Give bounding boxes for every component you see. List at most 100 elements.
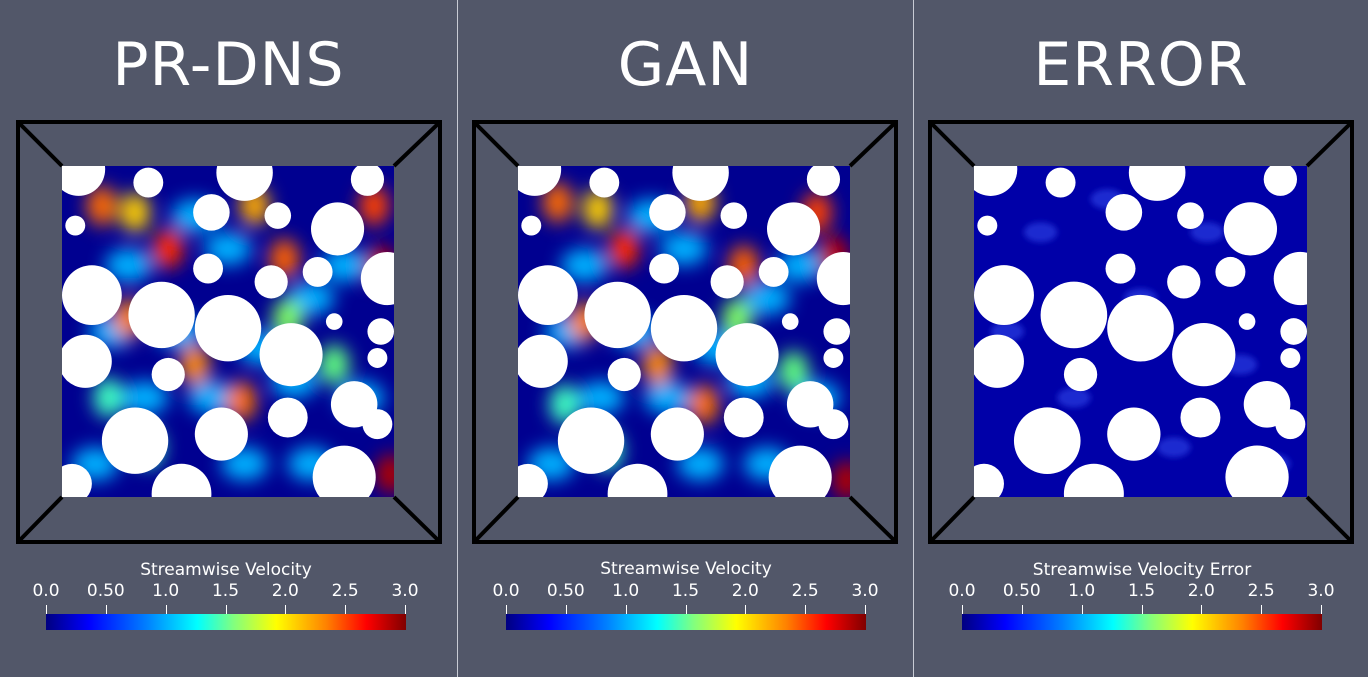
particle (367, 348, 388, 368)
particle (521, 215, 542, 236)
particle (350, 166, 385, 196)
particle (715, 323, 779, 387)
particle (823, 318, 850, 345)
gan-visualization[interactable] (458, 0, 913, 677)
colorbar-tick-label: 2.5 (1247, 581, 1275, 601)
colorbar-tick-mark (745, 605, 747, 614)
colorbar-tick-label: 0.0 (492, 581, 520, 601)
colorbar-tick-mark (565, 605, 567, 614)
particle (1280, 347, 1301, 368)
cube-edge (928, 495, 976, 544)
cube-edge (1305, 495, 1354, 544)
particle (816, 251, 850, 306)
cube-edge (848, 495, 898, 544)
particle (65, 215, 86, 236)
panel-title: PR-DNS (112, 30, 345, 100)
particle (1280, 318, 1307, 345)
particle (194, 407, 248, 461)
particle (62, 265, 122, 325)
particle (302, 256, 333, 287)
velocity-hotspot (609, 228, 640, 269)
colorbar-tick-mark (165, 605, 167, 614)
colorbar-tick-label: 1.5 (671, 581, 700, 601)
particle (584, 281, 651, 349)
colorbar-tick-mark (962, 605, 963, 614)
velocity-hotspot (319, 344, 350, 385)
particle (710, 265, 744, 299)
colorbar-tick-label: 1.5 (211, 581, 240, 601)
colorbar-tick-mark (805, 605, 807, 614)
particle (723, 397, 764, 438)
particle (781, 313, 799, 330)
particle (367, 318, 394, 345)
velocity-hotspot (582, 189, 613, 229)
colorbar (506, 614, 866, 630)
particle (325, 313, 343, 330)
panel-divider (913, 0, 914, 677)
colorbar-tick-label: 3.0 (851, 581, 879, 601)
legend-title: Streamwise Velocity (140, 560, 312, 580)
colorbar-tick-label: 2.0 (1187, 581, 1215, 601)
colorbar-tick-mark (1201, 605, 1203, 614)
particle (1063, 357, 1098, 392)
prdns-visualization[interactable] (0, 0, 457, 677)
particle (101, 407, 169, 474)
velocity-region (577, 381, 625, 415)
flow-field (974, 166, 1307, 497)
cube-frame (16, 120, 442, 544)
particle (650, 407, 704, 461)
colorbar-tick-label: 2.5 (331, 581, 359, 601)
colorbar-tick-label: 2.5 (791, 581, 819, 601)
velocity-hotspot (542, 182, 573, 223)
colorbar-tick-label: 0.0 (948, 581, 976, 601)
velocity-hotspot (153, 228, 184, 269)
colorbar-tick-mark (1261, 605, 1263, 614)
colorbar-tick-mark (405, 605, 406, 614)
colorbar-tick-mark (1321, 605, 1322, 614)
velocity-hotspot (688, 384, 719, 425)
colorbar-tick-mark (345, 605, 347, 614)
particle (360, 251, 394, 306)
particle (216, 166, 273, 201)
particle (1275, 409, 1306, 440)
error-visualization[interactable] (914, 0, 1368, 677)
particle (767, 202, 821, 256)
particle (133, 167, 164, 198)
velocity-hotspot (375, 453, 394, 494)
cube-edge (16, 120, 64, 168)
colorbar-tick-mark (1141, 605, 1143, 614)
particle (1273, 251, 1307, 306)
velocity-hotspot (120, 192, 150, 233)
particle (977, 215, 998, 236)
particle (194, 294, 262, 362)
velocity-hotspot (831, 460, 850, 497)
flow-field (62, 166, 394, 497)
flow-field (518, 166, 850, 497)
particle (720, 202, 748, 229)
particle (518, 265, 578, 325)
particle (1223, 202, 1278, 256)
velocity-region (776, 248, 824, 282)
cube-edge (16, 495, 64, 544)
particle (649, 253, 680, 284)
legend-title: Streamwise Velocity (600, 559, 772, 579)
legend-title: Streamwise Velocity Error (1032, 560, 1252, 580)
particle (974, 334, 1024, 388)
panel-error: ERROR Streamwise Velocity Error 0.0 0.50 1… (914, 0, 1368, 677)
velocity-region (188, 381, 235, 415)
velocity-region (561, 248, 608, 282)
cube-edge (472, 120, 520, 168)
particle (264, 202, 292, 229)
error-region (1023, 222, 1058, 243)
colorbar-tick-label: 1.5 (1127, 581, 1156, 601)
cube-frame (928, 120, 1354, 544)
colorbar (962, 614, 1322, 630)
particle (151, 463, 212, 497)
particle (557, 407, 625, 474)
particle (518, 334, 568, 388)
colorbar-tick-label: 2.0 (271, 581, 299, 601)
particle (518, 166, 562, 196)
particle (1263, 166, 1298, 196)
particle (672, 166, 729, 201)
particle (818, 409, 849, 440)
